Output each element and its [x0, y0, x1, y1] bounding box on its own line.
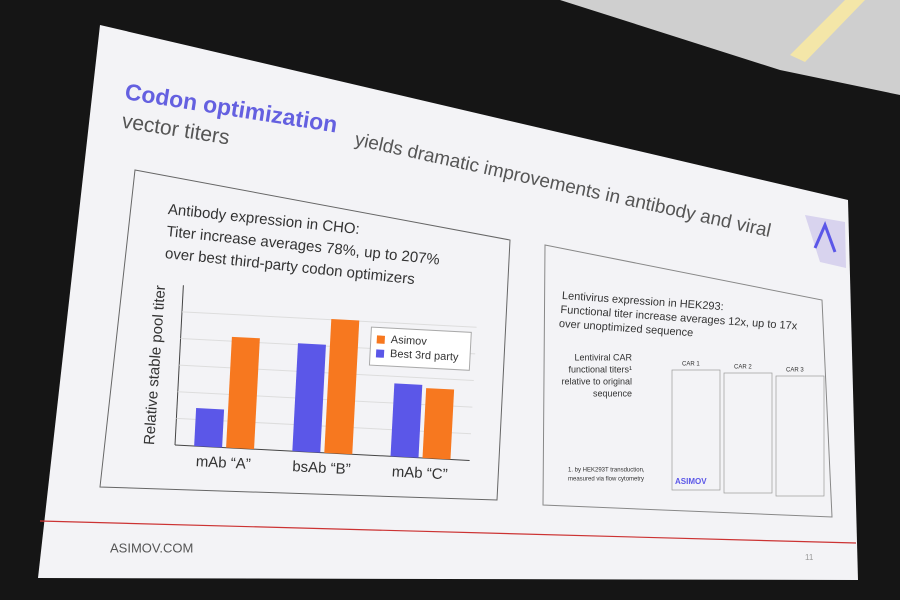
x-tick-label: mAb “C” [391, 463, 448, 483]
bar [422, 388, 455, 460]
axis [174, 444, 470, 461]
footnote-line: measured via flow cytometry [568, 477, 644, 483]
grid-line [179, 364, 474, 382]
legend-swatch [376, 335, 386, 344]
side-line: sequence [593, 388, 632, 398]
bar [324, 319, 360, 455]
ceiling [560, 0, 900, 95]
mini-title: CAR 1 [682, 362, 700, 368]
grid-line [177, 391, 473, 408]
side-line: functional titers¹ [568, 364, 632, 374]
divider [39, 520, 857, 544]
mini-panel [775, 375, 825, 497]
mini-panels: CAR 1 CAR 2 CAR 3 [671, 362, 825, 497]
axis [174, 285, 184, 446]
side-line: relative to original [561, 376, 632, 386]
logo [813, 220, 837, 253]
legend-label: Asimov [390, 334, 427, 348]
page-number: 11 [805, 553, 814, 562]
left-heading: Antibody expression in CHO:Titer increas… [164, 201, 440, 288]
x-tick-label: bsAb “B” [292, 458, 351, 478]
bar [194, 408, 225, 448]
ceiling-light [790, 0, 865, 62]
legend-label: Best 3rd party [390, 348, 460, 364]
bar [390, 383, 423, 458]
footnote: 1. by HEK293T transduction, measured via … [568, 468, 645, 483]
left-panel [99, 169, 511, 501]
grid-line [176, 417, 472, 435]
right-panel [542, 244, 833, 518]
grid-line [181, 311, 477, 328]
mini-panel [723, 372, 773, 494]
brand: ASIMOV [675, 477, 707, 486]
mini-panel [671, 369, 721, 491]
bar [292, 343, 326, 453]
side-line: Lentiviral CAR [574, 352, 632, 362]
footer: ASIMOV.COM [110, 540, 193, 555]
logo-corner [805, 215, 846, 268]
legend-swatch [375, 349, 385, 358]
mini-title: CAR 3 [786, 368, 804, 374]
mini-title: CAR 2 [734, 365, 752, 371]
footnote-line: 1. by HEK293T transduction, [568, 468, 645, 474]
side-label: Lentiviral CAR functional titers¹ relative… [561, 352, 632, 398]
legend-box [368, 326, 472, 371]
x-tick-label: mAb “A” [195, 453, 251, 473]
bar [226, 336, 260, 450]
